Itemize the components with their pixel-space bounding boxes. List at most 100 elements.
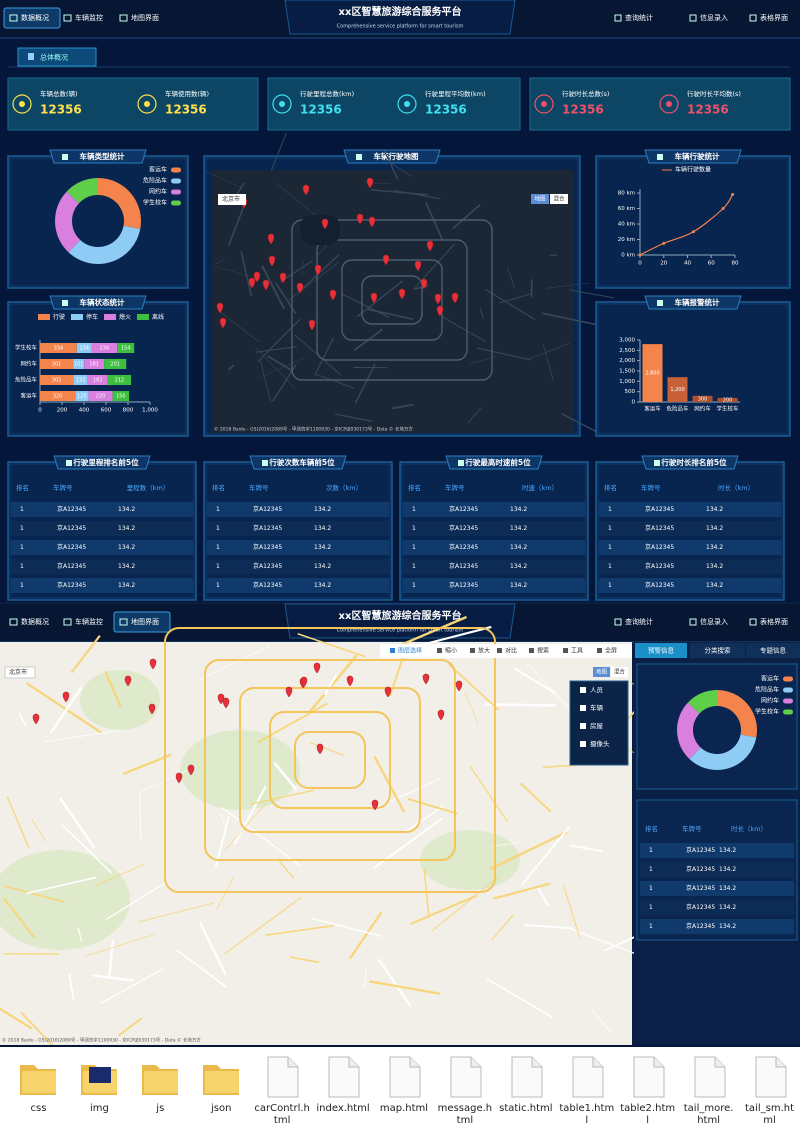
layer-checkbox[interactable] bbox=[580, 687, 586, 693]
file-item[interactable]: message.html bbox=[434, 1047, 495, 1147]
table-cell: 京A12345 bbox=[57, 581, 86, 589]
table-cell: 京A12345 bbox=[253, 524, 282, 532]
file-icon bbox=[450, 1056, 482, 1098]
map-road bbox=[485, 703, 556, 707]
map-road bbox=[204, 170, 243, 189]
file-item[interactable]: js bbox=[130, 1047, 191, 1147]
panel-title-icon bbox=[66, 460, 72, 466]
table-row bbox=[11, 578, 193, 593]
panel-title: 车辆类型统计 bbox=[80, 151, 125, 161]
map-road bbox=[410, 894, 478, 925]
map-pin bbox=[219, 317, 227, 329]
side-tab[interactable] bbox=[690, 643, 745, 658]
nav-tab[interactable]: 车辆监控 bbox=[63, 617, 103, 626]
table-row bbox=[11, 521, 193, 536]
layer-label: 摄像头 bbox=[590, 739, 610, 748]
table-row bbox=[599, 559, 781, 574]
overview-tab-label: 总体概况 bbox=[40, 53, 68, 62]
stat-label: 行驶里程平均数(km) bbox=[425, 89, 486, 98]
file-item[interactable]: table1.html bbox=[556, 1047, 617, 1147]
table-cell: 京A12345 bbox=[253, 543, 282, 551]
file-item[interactable]: map.html bbox=[374, 1047, 435, 1147]
toolbar-item[interactable]: 工具 bbox=[571, 648, 583, 655]
data-label: 302 bbox=[52, 378, 62, 384]
table-cell: 134.2 bbox=[510, 563, 527, 570]
bar-segment bbox=[112, 391, 130, 401]
nav-action[interactable]: 信息录入 bbox=[700, 13, 728, 22]
toolbar-item[interactable]: 对比 bbox=[505, 647, 517, 655]
nav-action[interactable]: 信息录入 bbox=[700, 617, 728, 626]
action-icon bbox=[749, 618, 757, 626]
toolbar-item[interactable]: 放大 bbox=[478, 647, 490, 655]
file-item[interactable]: static.html bbox=[495, 1047, 556, 1147]
toolbar-item[interactable]: 全屏 bbox=[605, 647, 617, 655]
map-road bbox=[370, 189, 428, 196]
data-label: 134 bbox=[79, 346, 89, 352]
stat-value: 12356 bbox=[562, 103, 604, 117]
table-cell: 134.2 bbox=[314, 544, 331, 551]
legend-swatch bbox=[137, 314, 149, 320]
table-cell: 京A12345 bbox=[253, 505, 282, 513]
bar-segment bbox=[40, 359, 74, 369]
table-cell: 134.2 bbox=[719, 885, 736, 892]
table-cell: 京A12345 bbox=[57, 562, 86, 570]
map-road bbox=[20, 1011, 54, 1045]
panel-title-icon bbox=[62, 300, 68, 306]
nav-tab[interactable]: 地图界面 bbox=[119, 13, 159, 22]
map-road bbox=[250, 789, 315, 805]
table-header: 车牌号 bbox=[249, 483, 269, 492]
nav-tab[interactable]: 车辆监控 bbox=[63, 13, 103, 22]
nav-tab[interactable]: 地图界面 bbox=[113, 611, 171, 633]
file-name: js bbox=[156, 1103, 165, 1114]
table-cell: 134.2 bbox=[706, 582, 723, 589]
overview-tab bbox=[17, 47, 97, 67]
table-row bbox=[403, 559, 585, 574]
file-item[interactable]: tail_sm.html bbox=[739, 1047, 800, 1147]
panel-title: 行驶最高时速前5位 bbox=[464, 457, 531, 467]
nav-action[interactable]: 查询统计 bbox=[625, 13, 653, 22]
map-road bbox=[314, 337, 335, 376]
file-item[interactable]: tail_more.html bbox=[678, 1047, 739, 1147]
table-row bbox=[640, 900, 794, 915]
toolbar-item[interactable]: 图层选择 bbox=[398, 647, 422, 655]
stat-icon bbox=[12, 94, 32, 114]
file-item[interactable]: index.html bbox=[313, 1047, 374, 1147]
table-header: 排名 bbox=[16, 483, 29, 492]
map-pin bbox=[356, 213, 364, 225]
file-item[interactable]: table2.html bbox=[617, 1047, 678, 1147]
table-cell: 京A12345 bbox=[645, 543, 674, 551]
map-road bbox=[3, 897, 36, 939]
data-label: 200 bbox=[723, 397, 733, 403]
nav-tab[interactable]: 数据概况 bbox=[9, 617, 49, 626]
file-item[interactable]: img bbox=[69, 1047, 130, 1147]
layer-checkbox[interactable] bbox=[580, 723, 586, 729]
legend-label: 客运车 bbox=[761, 675, 779, 683]
map-pin bbox=[384, 686, 392, 698]
file-item[interactable]: css bbox=[8, 1047, 69, 1147]
nav-action[interactable]: 查询统计 bbox=[625, 617, 653, 626]
file-item[interactable]: carContrl.html bbox=[252, 1047, 313, 1147]
table-cell: 京A12345 bbox=[645, 581, 674, 589]
toolbar-icon bbox=[497, 648, 502, 653]
map-pin bbox=[32, 713, 40, 725]
toolbar-item[interactable]: 搜索 bbox=[537, 647, 549, 655]
side-tab[interactable] bbox=[746, 643, 800, 658]
map-road bbox=[401, 615, 468, 646]
layer-checkbox[interactable] bbox=[580, 705, 586, 711]
map-road bbox=[569, 844, 603, 853]
table-cell: 1 bbox=[216, 544, 220, 551]
table-cell: 134.2 bbox=[706, 563, 723, 570]
nav-action[interactable]: 表格界面 bbox=[760, 617, 788, 626]
map-road bbox=[309, 741, 344, 756]
toolbar-item[interactable]: 缩小 bbox=[445, 647, 457, 655]
side-tab[interactable] bbox=[635, 643, 687, 658]
nav-action[interactable]: 表格界面 bbox=[760, 13, 788, 22]
file-name: map.html bbox=[379, 1103, 429, 1114]
nav-tab[interactable]: 数据概况 bbox=[3, 7, 61, 29]
map-road bbox=[383, 150, 399, 180]
layer-checkbox[interactable] bbox=[580, 741, 586, 747]
stat-value: 12356 bbox=[300, 103, 342, 117]
nav-tab-label: 车辆监控 bbox=[75, 617, 103, 626]
table-cell: 京A12345 bbox=[686, 884, 715, 892]
file-item[interactable]: json bbox=[191, 1047, 252, 1147]
